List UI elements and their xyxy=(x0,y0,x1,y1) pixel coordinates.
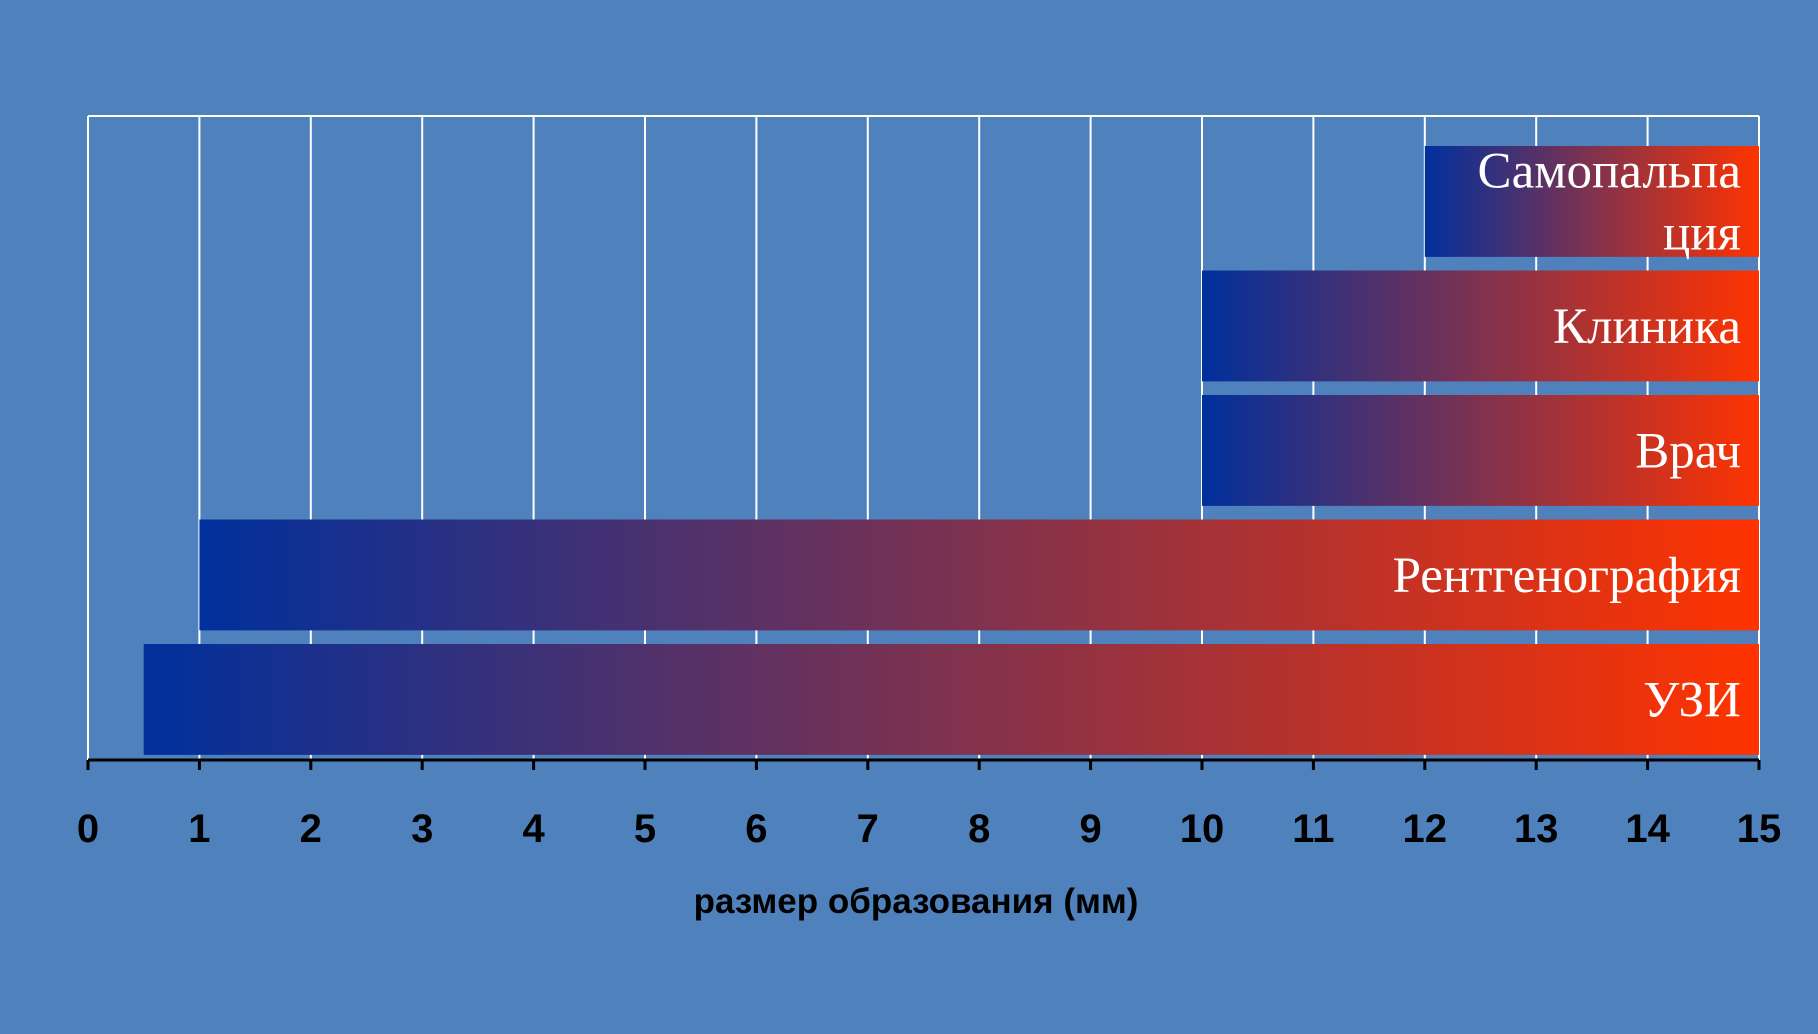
x-tick-label: 3 xyxy=(411,807,433,851)
x-tick-label: 0 xyxy=(77,807,99,851)
x-tick-label: 12 xyxy=(1403,807,1448,851)
bar-label: Клиника xyxy=(1553,299,1741,355)
bar-group: Клиника xyxy=(1202,270,1759,382)
x-axis: 0 1 2 3 4 5 6 7 8 9 10 11 12 13 14 15 xyxy=(77,758,1782,851)
x-tick-label: 7 xyxy=(857,807,879,851)
bars: Самопальпа ция Клиника Врач Рентгенография УЗ… xyxy=(143,143,1760,755)
bar-group: Самопальпа ция xyxy=(1424,143,1759,261)
x-tick-label: 6 xyxy=(745,807,767,851)
x-tick-label: 4 xyxy=(522,807,545,851)
x-tick-label: 10 xyxy=(1180,807,1225,851)
bar xyxy=(143,644,1760,755)
x-tick-label: 11 xyxy=(1292,807,1334,851)
bar-label: Врач xyxy=(1635,423,1741,479)
bar xyxy=(1202,395,1759,506)
bar-label: ция xyxy=(1663,205,1741,261)
x-tick-label: 14 xyxy=(1625,807,1670,851)
bar-label: Самопальпа xyxy=(1478,143,1741,199)
bar xyxy=(1424,146,1759,257)
bar-label: УЗИ xyxy=(1643,672,1741,728)
bar-group: Рентгенография xyxy=(199,519,1759,631)
x-tick-label: 15 xyxy=(1737,807,1782,851)
x-tick-label: 9 xyxy=(1079,807,1101,851)
x-tick-label: 8 xyxy=(968,807,990,851)
bar-group: УЗИ xyxy=(143,644,1760,755)
x-tick-label: 13 xyxy=(1514,807,1559,851)
x-tick-label: 1 xyxy=(188,807,210,851)
bar xyxy=(199,519,1759,631)
bar xyxy=(1202,270,1759,382)
x-axis-title: размер образования (мм) xyxy=(694,882,1139,921)
x-tick-label: 5 xyxy=(634,807,656,851)
bar-group: Врач xyxy=(1202,395,1759,506)
x-tick-label: 2 xyxy=(300,807,322,851)
bar-label: Рентгенография xyxy=(1393,548,1741,604)
